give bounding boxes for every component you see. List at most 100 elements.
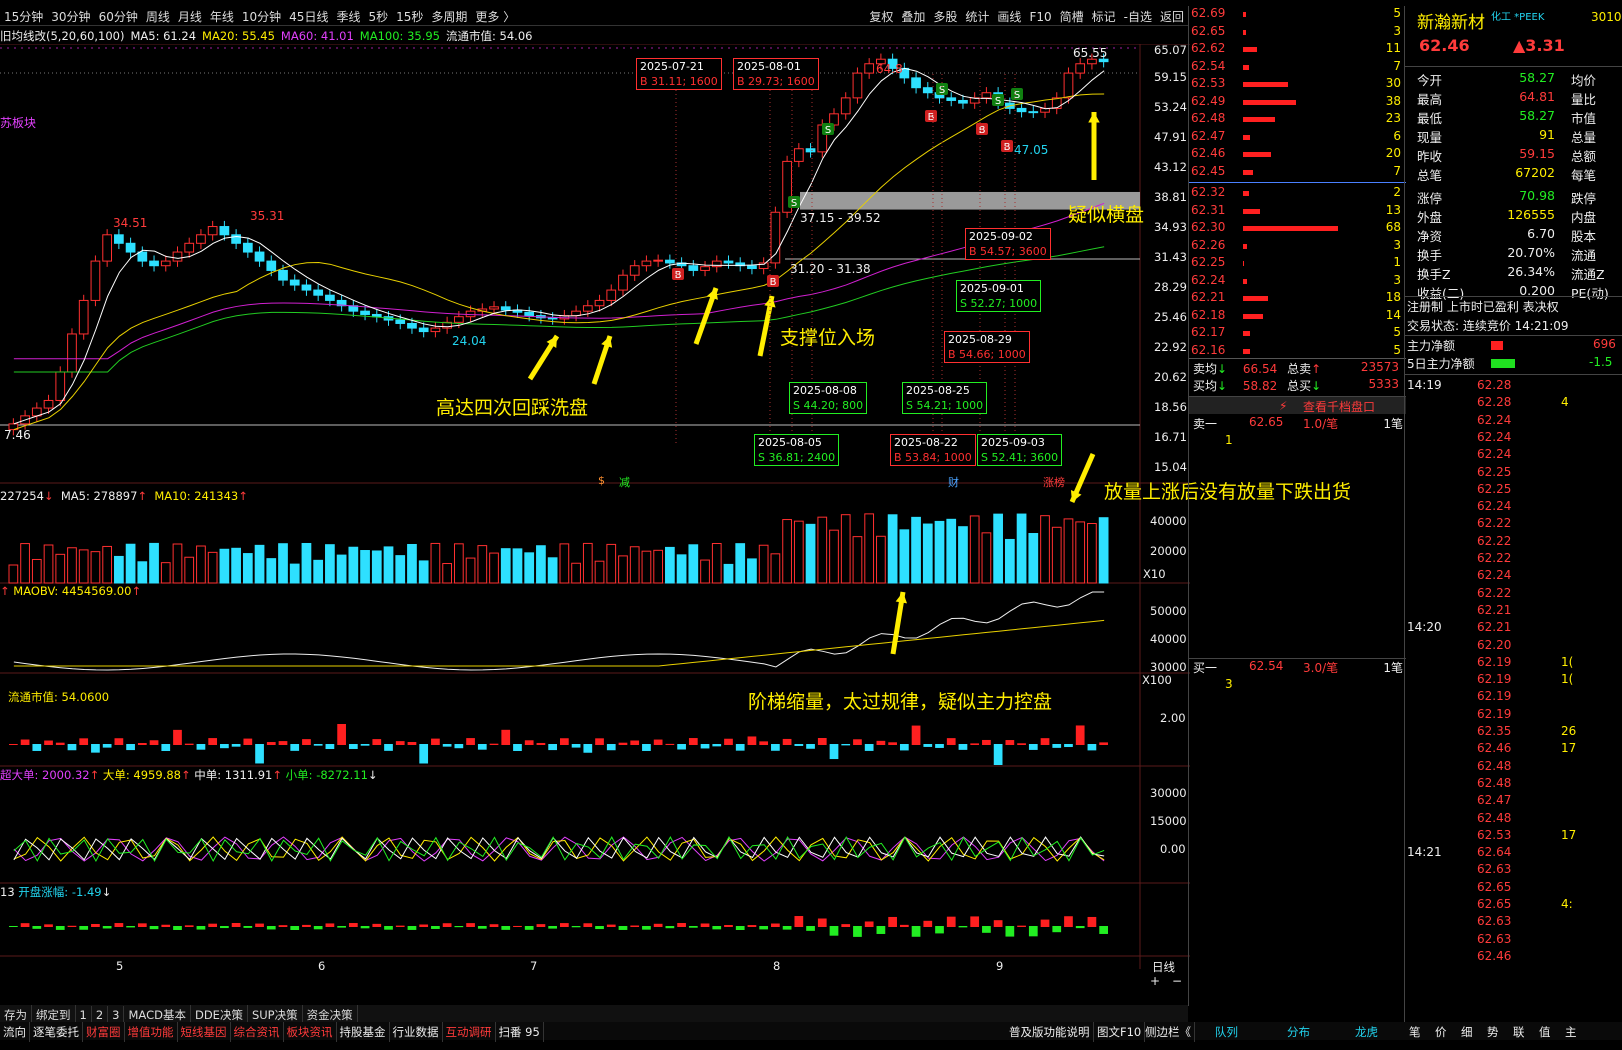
period-10min[interactable]: 10分钟 — [241, 10, 282, 24]
ma100-value: MA100: 35.95 — [359, 29, 440, 43]
tab-dragon[interactable]: 龙虎 — [1355, 1025, 1378, 1039]
nav-sidebar[interactable]: 侧边栏《 — [1142, 1022, 1195, 1042]
mv-bar — [982, 739, 991, 745]
tab-distribution[interactable]: 分布 — [1287, 1025, 1310, 1039]
sector-label: 苏板块 — [0, 116, 37, 130]
bind-to-tab[interactable]: 绑定到 — [32, 1005, 76, 1025]
tab-queue[interactable]: 队列 — [1215, 1025, 1238, 1039]
open-bar — [935, 926, 944, 934]
period-45day[interactable]: 45日线 — [289, 10, 329, 24]
tab-value[interactable]: 值 — [1539, 1025, 1551, 1039]
mv-bar — [899, 744, 909, 751]
open-bar — [993, 920, 1003, 927]
kline-chart[interactable]: BBSSBSBSBS — [0, 44, 1190, 1006]
tab-detail[interactable]: 细 — [1461, 1025, 1473, 1039]
candle-body — [793, 148, 804, 162]
y-tick-65.07: 65.07 — [1154, 43, 1187, 57]
period-5s[interactable]: 5秒 — [368, 10, 389, 24]
period-15s[interactable]: 15秒 — [396, 10, 424, 24]
candle-body — [911, 77, 921, 89]
open-bar — [513, 925, 522, 927]
volume-bar — [536, 545, 546, 584]
nav-industry[interactable]: 行业数据 — [390, 1022, 443, 1042]
nav-wealth[interactable]: 财富圈 — [83, 1022, 125, 1042]
stats-button[interactable]: 统计 — [965, 10, 990, 24]
mv-bar — [548, 744, 557, 751]
period-60min[interactable]: 60分钟 — [98, 10, 138, 24]
back-button[interactable]: 返回 — [1159, 10, 1184, 24]
nav-fund[interactable]: 持股基金 — [337, 1022, 390, 1042]
tab-link[interactable]: 联 — [1513, 1025, 1525, 1039]
tick-row: 62.24 — [1477, 447, 1512, 462]
save-as-tab[interactable]: 存为 — [0, 1005, 32, 1025]
orderbook-price: 62.46 — [1191, 146, 1226, 160]
volume-bar — [137, 561, 148, 584]
open-bar — [700, 923, 710, 927]
nav-info[interactable]: 综合资讯 — [231, 1022, 284, 1042]
open-bar — [196, 926, 206, 930]
orderbook-price: 62.18 — [1191, 307, 1226, 322]
fund-tab[interactable]: 资金决策 — [303, 1005, 358, 1025]
trade-state: 交易状态: 连续竞价 14:21:09 — [1407, 319, 1569, 333]
open-bar — [724, 925, 733, 927]
tab-price[interactable]: 价 — [1435, 1025, 1447, 1039]
volume-bar — [606, 543, 617, 584]
depth-link-bar[interactable]: ⚡ 查看千档盘口 — [1189, 396, 1406, 414]
nav-f10[interactable]: 图文F10 — [1094, 1022, 1146, 1042]
volume-bar — [125, 543, 136, 584]
depth-link[interactable]: 查看千档盘口 — [1303, 400, 1376, 414]
period-multi[interactable]: 多周期 — [431, 10, 468, 24]
nav-flow[interactable]: 流向 — [0, 1022, 30, 1042]
nav-help[interactable]: 普及版功能说明 — [1006, 1022, 1094, 1042]
period-week[interactable]: 周线 — [145, 10, 170, 24]
volume-bar — [993, 513, 1003, 584]
period-quarter[interactable]: 季线 — [336, 10, 361, 24]
nav-scan[interactable]: 扫番 95 — [496, 1022, 544, 1042]
volume-bar — [407, 543, 417, 584]
volume-bar — [864, 513, 875, 584]
dde-tab[interactable]: DDE决策 — [191, 1005, 248, 1025]
slot-1-tab[interactable]: 1 — [76, 1006, 92, 1024]
sup-tab[interactable]: SUP决策 — [248, 1005, 303, 1025]
nav-gene[interactable]: 短线基因 — [178, 1022, 231, 1042]
multi-stock-button[interactable]: 多股 — [933, 10, 958, 24]
indicator-name[interactable]: 旧均线改(5,20,60,100) — [0, 29, 125, 43]
zoom-out-button[interactable]: − — [1172, 974, 1183, 988]
candle-body — [301, 284, 312, 291]
mv-bar — [325, 744, 335, 750]
candle-body — [242, 242, 253, 253]
nav-value-added[interactable]: 增值功能 — [125, 1022, 178, 1042]
period-year[interactable]: 年线 — [209, 10, 234, 24]
slot-3-tab[interactable]: 3 — [108, 1006, 125, 1024]
tab-main[interactable]: 主 — [1565, 1025, 1577, 1039]
simple-button[interactable]: 简槽 — [1059, 10, 1084, 24]
fuquan-button[interactable]: 复权 — [869, 10, 894, 24]
period-30min[interactable]: 30分钟 — [51, 10, 91, 24]
open-bar — [1005, 926, 1015, 937]
mark-button[interactable]: 标记 — [1091, 10, 1116, 24]
volume-bar — [852, 536, 863, 584]
period-month[interactable]: 月线 — [177, 10, 202, 24]
period-15min[interactable]: 15分钟 — [4, 10, 44, 24]
nav-research[interactable]: 互动调研 — [443, 1022, 496, 1042]
price-low-left: 7.46 — [4, 428, 31, 442]
stock-name: 新瀚新材 — [1417, 13, 1485, 33]
f10-button[interactable]: F10 — [1029, 10, 1052, 24]
period-more[interactable]: 更多 〉 — [475, 10, 516, 24]
orderbook-row: 62.48 23 — [1191, 111, 1403, 129]
overlay-button[interactable]: 叠加 — [901, 10, 926, 24]
volume-bar — [512, 548, 523, 584]
watchlist-button[interactable]: -自选 — [1123, 10, 1152, 24]
orderbook-volume: 20 — [1385, 146, 1401, 160]
y-tick-47.91: 47.91 — [1154, 130, 1187, 145]
slot-2-tab[interactable]: 2 — [92, 1006, 109, 1024]
macd-tab[interactable]: MACD基本 — [124, 1005, 191, 1025]
quote-row: 总笔 67202 每笔 — [1417, 165, 1597, 183]
tab-trend[interactable]: 势 — [1487, 1025, 1499, 1039]
nav-order[interactable]: 逐笔委托 — [30, 1022, 83, 1042]
zoom-in-button[interactable]: + — [1150, 974, 1161, 988]
open-bar — [231, 923, 241, 927]
nav-sector-info[interactable]: 板块资讯 — [284, 1022, 337, 1042]
tab-tick[interactable]: 笔 — [1409, 1025, 1421, 1039]
draw-button[interactable]: 画线 — [997, 10, 1022, 24]
